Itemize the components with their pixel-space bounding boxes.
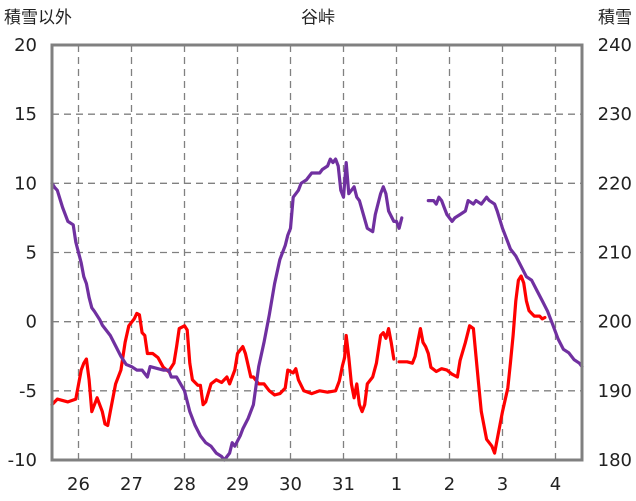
chart-title: 谷峠 xyxy=(301,8,335,28)
snow-depth-line xyxy=(426,195,584,369)
left-tick-label: 15 xyxy=(14,104,37,125)
right-tick-label: 190 xyxy=(598,381,632,402)
x-tick-label: 1 xyxy=(391,474,402,495)
x-tick-label: 28 xyxy=(173,474,196,495)
left-tick-label: 10 xyxy=(14,173,37,194)
x-tick-label: 29 xyxy=(226,474,249,495)
left-tick-label: 20 xyxy=(14,35,37,56)
x-tick-label: 26 xyxy=(67,474,90,495)
right-axis-title: 積雪 xyxy=(598,8,632,28)
right-tick-label: 220 xyxy=(598,173,632,194)
x-tick-label: 3 xyxy=(497,474,508,495)
x-tick-label: 2 xyxy=(444,474,455,495)
temperature-line xyxy=(397,274,547,455)
right-tick-label: 180 xyxy=(598,450,632,471)
temperature-line xyxy=(50,311,396,427)
x-tick-label: 4 xyxy=(550,474,561,495)
left-tick-label: -5 xyxy=(19,381,37,402)
x-tick-label: 31 xyxy=(332,474,355,495)
left-tick-label: -10 xyxy=(8,450,37,471)
x-tick-label: 30 xyxy=(279,474,302,495)
plot-frame xyxy=(50,43,584,462)
left-tick-label: 5 xyxy=(26,243,37,264)
left-tick-label: 0 xyxy=(26,312,37,333)
x-tick-label: 27 xyxy=(120,474,143,495)
right-tick-label: 200 xyxy=(598,312,632,333)
left-axis-title: 積雪以外 xyxy=(4,8,72,28)
series-layer xyxy=(50,157,584,462)
right-tick-label: 230 xyxy=(598,104,632,125)
snow-depth-line xyxy=(50,157,404,462)
right-tick-label: 240 xyxy=(598,35,632,56)
grid xyxy=(52,45,582,460)
right-tick-label: 210 xyxy=(598,243,632,264)
